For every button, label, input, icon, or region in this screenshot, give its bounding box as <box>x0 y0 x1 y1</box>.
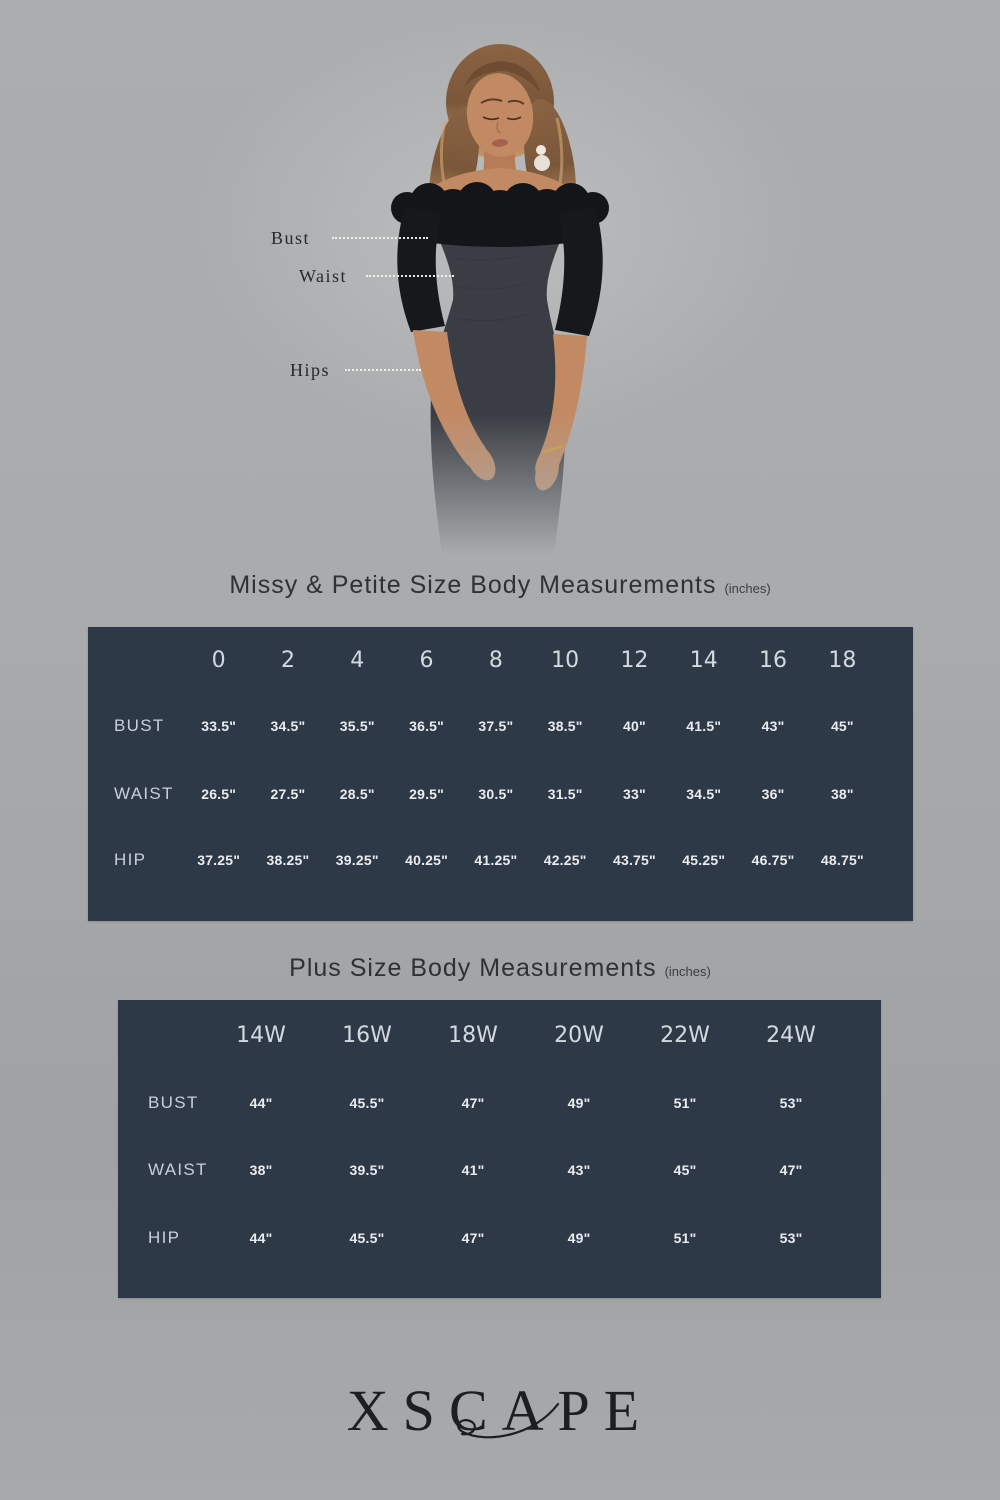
missy-waist-value: 38" <box>830 786 854 802</box>
xscape-logo-text: XSCAPE <box>347 1378 653 1443</box>
plus-size-table: 14W 16W 18W 20W 22W 24W BUST 44" 45.5" 4… <box>118 1000 881 1298</box>
missy-size-header: 0 <box>211 647 226 673</box>
earring <box>534 145 550 171</box>
plus-size-header: 18W <box>448 1022 498 1048</box>
plus-corner-cell <box>148 1000 208 1070</box>
missy-bust-value: 41.5" <box>686 718 722 734</box>
missy-size-header: 16 <box>759 647 788 673</box>
bust-dotted-line <box>332 237 428 239</box>
missy-hip-value: 42.25" <box>543 852 587 868</box>
plus-size-header: 14W <box>236 1022 286 1048</box>
missy-waist-value: 33" <box>623 786 646 802</box>
plus-waist-row-label: WAIST <box>148 1160 208 1179</box>
plus-waist-value: 38" <box>249 1162 273 1178</box>
missy-bust-value: 43" <box>761 718 785 734</box>
missy-title-unit: (inches) <box>724 581 771 596</box>
missy-hip-value: 48.75" <box>820 852 864 868</box>
missy-waist-value: 28.5" <box>339 786 375 802</box>
plus-bust-value: 45.5" <box>349 1094 385 1111</box>
missy-hip-value: 38.25" <box>266 852 310 868</box>
plus-hip-row-label: HIP <box>148 1227 181 1247</box>
plus-waist-value: 47" <box>779 1162 803 1178</box>
plus-hip-value: 47" <box>461 1229 485 1246</box>
missy-bust-value: 33.5" <box>201 718 237 734</box>
plus-hip-value: 51" <box>673 1229 697 1246</box>
plus-bust-value: 49" <box>567 1094 591 1111</box>
plus-waist-value: 43" <box>567 1162 591 1178</box>
missy-waist-value: 30.5" <box>478 786 514 802</box>
missy-table-title: Missy & Petite Size Body Measurements (i… <box>0 570 1000 604</box>
missy-size-header: 10 <box>551 647 580 673</box>
plus-waist-value: 45" <box>673 1162 697 1178</box>
brand-logo: XSCAPE <box>0 1368 1000 1458</box>
missy-waist-value: 36" <box>761 786 785 802</box>
missy-waist-value: 27.5" <box>270 786 306 802</box>
missy-size-header: 8 <box>488 647 503 673</box>
plus-hip-value: 45.5" <box>349 1229 385 1246</box>
plus-bust-row-label: BUST <box>148 1092 199 1112</box>
missy-hip-value: 40.25" <box>405 852 448 868</box>
xscape-logo: XSCAPE <box>347 1378 653 1443</box>
plus-title-text: Plus Size Body Measurements <box>289 954 657 982</box>
missy-hip-value: 39.25" <box>335 852 379 868</box>
plus-size-header: 24W <box>766 1022 816 1048</box>
plus-size-header: 20W <box>554 1022 604 1048</box>
plus-hip-value: 44" <box>249 1229 273 1246</box>
missy-corner-cell <box>114 627 184 693</box>
missy-size-header: 18 <box>828 647 857 673</box>
missy-waist-value: 34.5" <box>686 786 722 802</box>
missy-bust-row-label: BUST <box>114 716 165 735</box>
plus-hip-value: 49" <box>567 1229 591 1246</box>
plus-waist-value: 41" <box>461 1162 485 1178</box>
model-face <box>465 61 540 157</box>
missy-bust-value: 35.5" <box>339 718 375 734</box>
missy-waist-value: 29.5" <box>409 786 444 802</box>
plus-size-header: 16W <box>342 1022 392 1048</box>
hips-dotted-line <box>345 369 421 371</box>
missy-hip-value: 37.25" <box>197 852 241 868</box>
hips-label: Hips <box>289 360 330 380</box>
missy-bust-value: 36.5" <box>409 718 444 734</box>
plus-size-header: 22W <box>660 1022 710 1048</box>
bust-label: Bust <box>270 228 310 248</box>
missy-hip-value: 46.75" <box>751 852 795 868</box>
missy-size-header: 12 <box>620 647 649 673</box>
missy-size-header: 4 <box>350 647 365 673</box>
missy-hip-value: 41.25" <box>474 852 518 868</box>
missy-hip-value: 45.25" <box>682 852 726 868</box>
bracelet <box>542 444 564 454</box>
plus-hip-value: 53" <box>779 1229 803 1246</box>
plus-bust-value: 51" <box>673 1094 697 1111</box>
dress-body <box>430 224 567 560</box>
missy-size-header: 2 <box>280 647 295 673</box>
missy-bust-value: 34.5" <box>270 718 306 734</box>
missy-waist-value: 26.5" <box>201 786 237 802</box>
missy-waist-row-label: WAIST <box>114 784 174 803</box>
plus-bust-value: 53" <box>779 1094 803 1111</box>
missy-size-header: 14 <box>689 647 718 673</box>
missy-bust-value: 45" <box>830 718 854 734</box>
model-arms <box>413 330 587 491</box>
plus-table-title: Plus Size Body Measurements (inches) <box>0 953 1000 987</box>
missy-bust-value: 38.5" <box>547 718 583 734</box>
plus-title-unit: (inches) <box>664 964 711 979</box>
missy-hip-value: 43.75" <box>613 852 656 868</box>
missy-size-table: 0 2 4 6 8 10 12 14 16 18 BUST 33.5" 34.5… <box>88 627 913 921</box>
missy-waist-value: 31.5" <box>547 786 583 802</box>
logo-swash <box>457 1402 560 1439</box>
missy-hip-row-label: HIP <box>114 850 147 869</box>
waist-dotted-line <box>366 275 454 277</box>
plus-waist-value: 39.5" <box>349 1162 385 1178</box>
missy-size-header: 6 <box>419 647 434 673</box>
model-photo <box>391 44 609 560</box>
plus-bust-value: 44" <box>249 1094 273 1111</box>
missy-title-text: Missy & Petite Size Body Measurements <box>229 571 717 599</box>
missy-bust-value: 37.5" <box>478 718 514 734</box>
missy-bust-value: 40" <box>623 718 646 734</box>
plus-bust-value: 47" <box>461 1094 485 1111</box>
waist-label: Waist <box>298 266 347 286</box>
